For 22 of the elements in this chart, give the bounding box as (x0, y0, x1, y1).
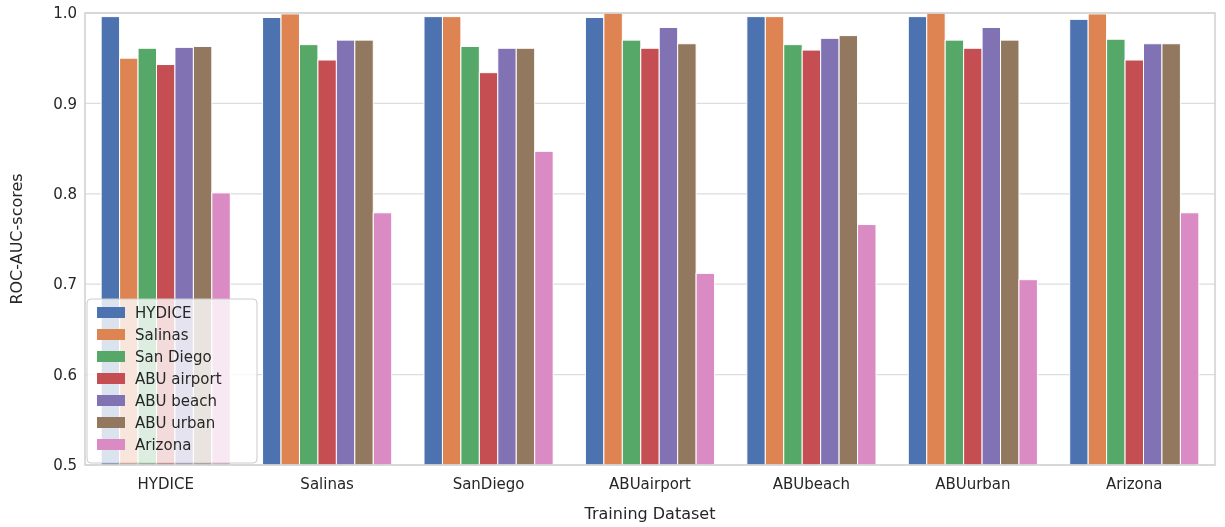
x-tick-label: Arizona (1106, 475, 1163, 493)
x-tick-label: Salinas (300, 475, 355, 493)
x-tick-label: SanDiego (452, 475, 525, 493)
x-axis-title: Training Dataset (583, 504, 716, 523)
x-tick-label: ABUairport (609, 475, 692, 493)
y-tick-label: 0.5 (53, 456, 77, 475)
y-tick-label: 1.0 (53, 4, 77, 23)
x-tick-label: ABUurban (935, 475, 1011, 493)
legend-label: ABU beach (135, 392, 217, 411)
legend-label: San Diego (135, 348, 212, 367)
legend-label: ABU airport (135, 370, 222, 389)
x-tick-label: HYDICE (137, 475, 194, 493)
y-tick-label: 0.9 (53, 94, 77, 113)
y-tick-label: 0.7 (53, 275, 77, 294)
y-tick-label: 0.6 (53, 365, 77, 384)
legend-label: Arizona (135, 436, 192, 455)
legend-label: HYDICE (135, 304, 192, 323)
y-tick-label: 0.8 (53, 185, 77, 204)
legend-label: Salinas (135, 326, 189, 345)
legend-label: ABU urban (135, 414, 216, 433)
y-axis-title: ROC-AUC-scores (7, 173, 26, 305)
x-tick-label: ABUbeach (772, 475, 851, 493)
